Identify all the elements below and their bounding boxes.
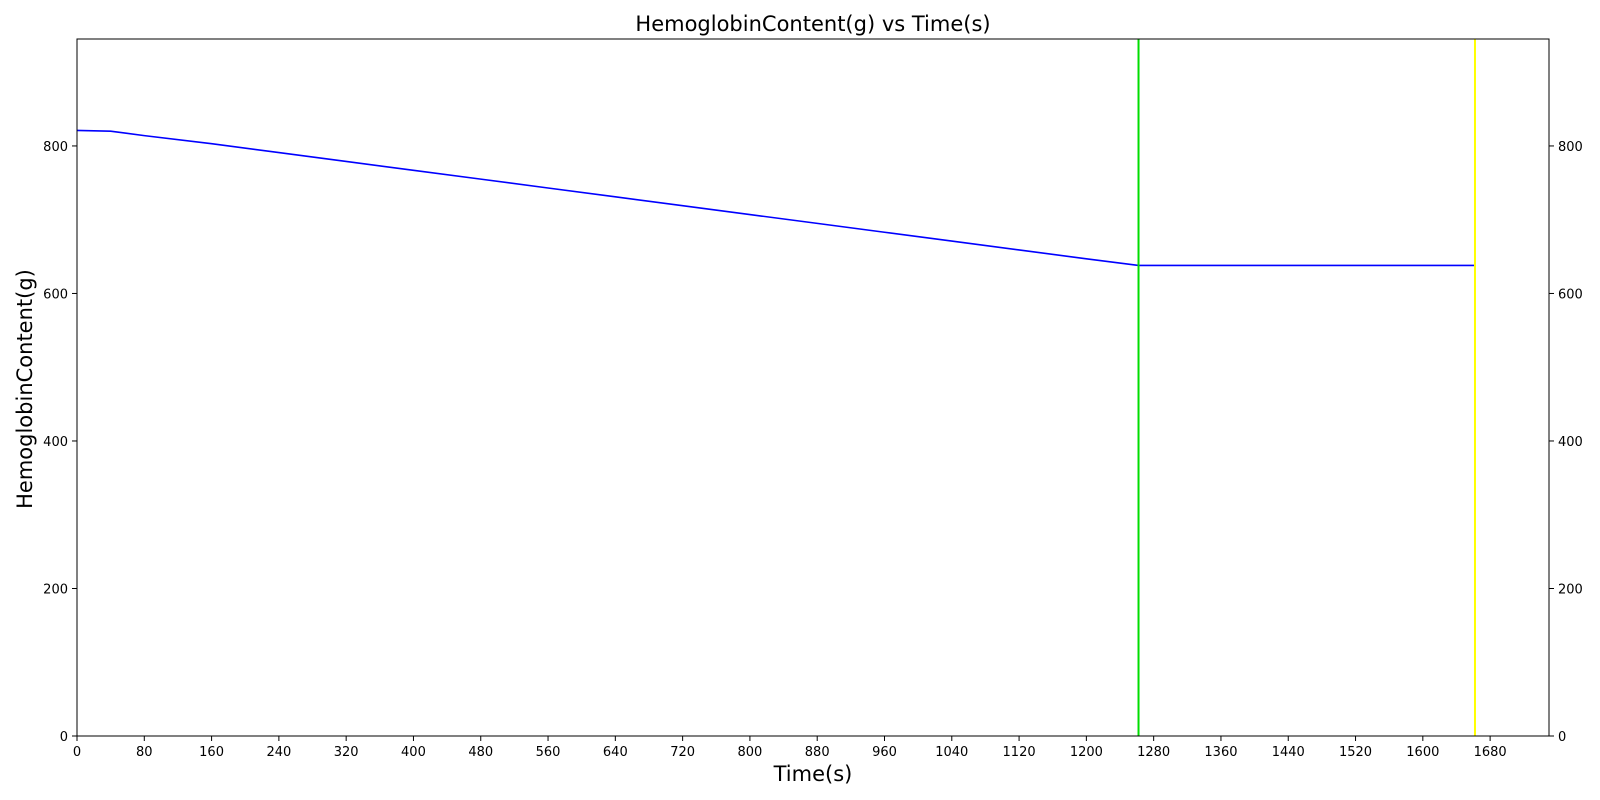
y-axis-left-ticks: 0 200 400 600 800: [43, 140, 77, 745]
x-tick-label: 1120: [1003, 745, 1036, 760]
y-tick-label-right: 0: [1558, 730, 1566, 745]
chart-title: HemoglobinContent(g) vs Time(s): [635, 12, 990, 36]
y-tick-label-right: 600: [1558, 287, 1583, 302]
x-tick-label: 80: [136, 745, 153, 760]
x-tick-label: 0: [73, 745, 81, 760]
x-tick-label: 1360: [1204, 745, 1237, 760]
x-tick-label: 1600: [1406, 745, 1439, 760]
x-axis-label: Time(s): [773, 762, 853, 786]
x-tick-label: 400: [401, 745, 426, 760]
y-tick-label-right: 400: [1558, 435, 1583, 450]
x-tick-label: 1680: [1474, 745, 1507, 760]
x-tick-label: 1280: [1137, 745, 1170, 760]
x-tick-label: 480: [468, 745, 493, 760]
series-line: [76, 129, 1475, 267]
y-tick-label-left: 800: [43, 140, 68, 155]
y-tick-label-right: 800: [1558, 140, 1583, 155]
x-tick-label: 240: [266, 745, 291, 760]
x-tick-label: 720: [670, 745, 695, 760]
x-tick-label: 640: [603, 745, 628, 760]
y-axis-label: HemoglobinContent(g): [13, 269, 37, 509]
x-tick-label: 1440: [1272, 745, 1305, 760]
x-tick-label: 800: [738, 745, 763, 760]
y-tick-label-left: 0: [60, 730, 68, 745]
x-tick-label: 160: [199, 745, 224, 760]
plot-area: [76, 39, 1476, 736]
y-tick-label-left: 400: [43, 435, 68, 450]
x-axis-ticks: 0 80 160 240 320 400 480 560 640 720 800 880 960 1040…: [73, 736, 1507, 760]
x-tick-label: 1040: [935, 745, 968, 760]
x-tick-label: 880: [805, 745, 830, 760]
y-tick-label-left: 200: [43, 582, 68, 597]
y-axis-right-ticks: 0 200 400 600 800: [1549, 140, 1583, 745]
plot-frame: [76, 38, 1550, 737]
x-tick-label: 560: [536, 745, 561, 760]
y-tick-label-right: 200: [1558, 582, 1583, 597]
x-tick-label: 960: [872, 745, 897, 760]
x-tick-label: 1520: [1339, 745, 1372, 760]
y-tick-label-left: 600: [43, 287, 68, 302]
x-tick-label: 320: [334, 745, 359, 760]
x-tick-label: 1200: [1070, 745, 1103, 760]
